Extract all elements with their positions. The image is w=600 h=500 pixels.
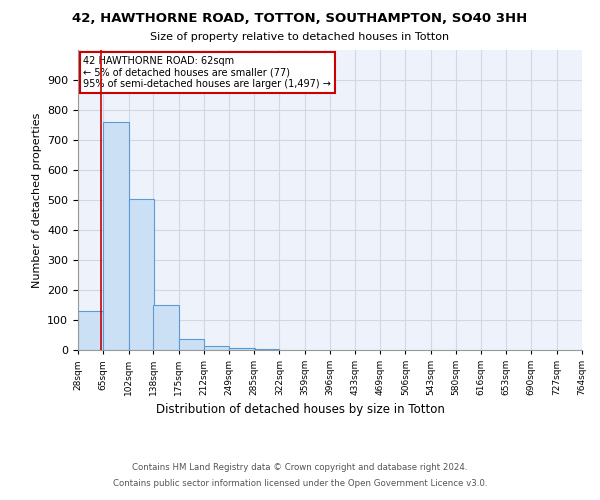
Text: Distribution of detached houses by size in Totton: Distribution of detached houses by size … xyxy=(155,402,445,415)
Text: Contains public sector information licensed under the Open Government Licence v3: Contains public sector information licen… xyxy=(113,479,487,488)
Y-axis label: Number of detached properties: Number of detached properties xyxy=(32,112,41,288)
Bar xyxy=(254,348,280,350)
Bar xyxy=(229,348,254,350)
Bar xyxy=(154,305,179,350)
Bar xyxy=(103,122,128,350)
Bar xyxy=(179,338,204,350)
Text: 42 HAWTHORNE ROAD: 62sqm
← 5% of detached houses are smaller (77)
95% of semi-de: 42 HAWTHORNE ROAD: 62sqm ← 5% of detache… xyxy=(83,56,331,89)
Text: Contains HM Land Registry data © Crown copyright and database right 2024.: Contains HM Land Registry data © Crown c… xyxy=(132,462,468,471)
Bar xyxy=(128,198,154,350)
Text: 42, HAWTHORNE ROAD, TOTTON, SOUTHAMPTON, SO40 3HH: 42, HAWTHORNE ROAD, TOTTON, SOUTHAMPTON,… xyxy=(73,12,527,26)
Text: Size of property relative to detached houses in Totton: Size of property relative to detached ho… xyxy=(151,32,449,42)
Bar xyxy=(78,311,103,350)
Bar xyxy=(204,346,229,350)
